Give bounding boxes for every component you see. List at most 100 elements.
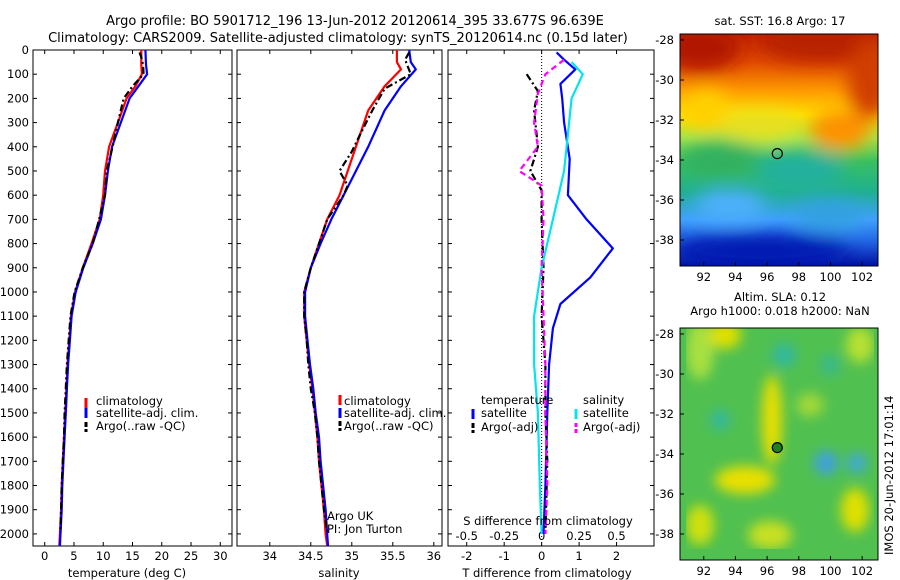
temperature-legend-satellite: satellite-adj. clim. — [96, 406, 198, 420]
temperature-ytick-label: 500 — [7, 164, 29, 178]
sst_map-ytick-label: -32 — [655, 113, 674, 127]
salinity-series-line — [303, 50, 403, 547]
temperature-xlabel: temperature (deg C) — [68, 566, 186, 580]
temperature-ytick-label: 1800 — [0, 479, 29, 493]
salinity-axes-frame — [236, 49, 443, 547]
temperature-ytick-label: 1700 — [0, 454, 29, 468]
difference-lines — [518, 50, 614, 546]
difference-xtick-label: 2 — [613, 549, 620, 563]
temperature-ytick-label: 1500 — [0, 406, 29, 420]
salinity-xtick-label: 34.5 — [298, 549, 324, 563]
difference-xlabel: T difference from climatology — [461, 566, 632, 580]
sla_map-xtick-label: 92 — [696, 564, 711, 578]
difference-series-line — [533, 61, 584, 534]
temperature-xtick-label: 0 — [41, 549, 48, 563]
sla-heatmap — [680, 328, 878, 560]
sst_map-xtick-label: 100 — [820, 270, 842, 284]
sst-map-title: sat. SST: 16.8 Argo: 17 — [715, 14, 846, 28]
sla-map-title-line-2: Argo h1000: 0.018 h2000: NaN — [690, 304, 869, 318]
difference-legend-salinity: salinity — [583, 393, 624, 407]
sla_map-xtick-label: 102 — [851, 564, 873, 578]
difference-salinity-tick-label: -0.5 — [456, 529, 478, 543]
sst-map-frame — [679, 33, 879, 267]
salinity-xtick-label: 35 — [344, 549, 359, 563]
difference-series-line — [518, 58, 565, 534]
difference-series-line — [542, 51, 614, 534]
sla_map-ytick-label: -32 — [655, 407, 674, 421]
sla_map-xtick-label: 96 — [760, 564, 775, 578]
sst-map-argo-marker — [771, 148, 783, 160]
sla-map-ticks: 92 94 96 98 100 102 -28 -30 -32 -34 -36 -38 — [655, 327, 873, 578]
sst_map-xtick-label: 98 — [791, 270, 806, 284]
sst_map-xtick-label: 94 — [728, 270, 743, 284]
sst_map-ytick-label: -34 — [655, 153, 674, 167]
sst_map-ytick-label: -36 — [655, 193, 674, 207]
temperature-ytick-label: 300 — [7, 116, 29, 130]
temperature-ytick-label: 1300 — [0, 358, 29, 372]
sst_map-ytick-label: -38 — [655, 233, 674, 247]
difference-xtick-label: 0 — [538, 549, 545, 563]
salinity-xlabel: salinity — [318, 566, 359, 580]
salinity-legend-climatology: climatology — [344, 394, 411, 408]
temperature-xtick-label: 5 — [70, 549, 77, 563]
salinity-xtick-label: 34 — [262, 549, 277, 563]
temperature-ytick-label: 1100 — [0, 309, 29, 323]
temperature-ytick-label: 0 — [22, 43, 29, 57]
temperature-series-line — [58, 50, 143, 547]
temperature-xtick-label: 20 — [154, 549, 169, 563]
salinity-ticks: 34 34.5 35 35.5 36 — [237, 49, 442, 563]
difference-legend-temp-argo: Argo(-adj) — [481, 420, 538, 434]
sla-map-argo-marker — [771, 442, 783, 454]
temperature-panel: 0 5 10 15 20 25 300100200300400500600700800900… — [0, 43, 233, 580]
difference-xlabel-top: S difference from climatology — [463, 514, 633, 528]
sla-map-panel: Altim. SLA: 0.12 Argo h1000: 0.018 h2000… — [655, 290, 879, 578]
sla-map-frame — [679, 327, 879, 561]
sla_map-ytick-label: -28 — [655, 327, 674, 341]
temperature-legend-climatology: climatology — [96, 394, 163, 408]
title-line-2: Climatology: CARS2009. Satellite-adjuste… — [48, 31, 628, 46]
difference-legend-temp-satellite: satellite — [481, 406, 527, 420]
sla-map-title-line-1: Altim. SLA: 0.12 — [734, 290, 826, 304]
temperature-series-line — [59, 52, 145, 530]
temperature-ytick-label: 400 — [7, 140, 29, 154]
difference-legend-temperature: temperature — [481, 393, 553, 407]
temperature-ytick-label: 900 — [7, 261, 29, 275]
difference-salinity-tick-label: -0.25 — [489, 529, 519, 543]
temperature-ticks: 0 5 10 15 20 25 300100200300400500600700800900… — [0, 43, 232, 563]
temperature-ytick-label: 200 — [7, 91, 29, 105]
temperature-ytick-label: 800 — [7, 237, 29, 251]
temperature-legend: climatology satellite-adj. clim. Argo(..… — [84, 394, 198, 433]
sla_map-xtick-label: 100 — [820, 564, 842, 578]
sla_map-ytick-label: -34 — [655, 447, 674, 461]
sla_map-ytick-label: -30 — [655, 367, 674, 381]
sst_map-ytick-label: -28 — [655, 33, 674, 47]
sla_map-ytick-label: -36 — [655, 487, 674, 501]
temperature-xtick-label: 15 — [125, 549, 140, 563]
temperature-xtick-label: 10 — [96, 549, 111, 563]
temperature-ytick-label: 1600 — [0, 430, 29, 444]
difference-legend-sal-satellite: satellite — [583, 406, 629, 420]
salinity-legend-satellite: satellite-adj. clim. — [344, 406, 446, 420]
salinity-panel: 34 34.5 35 35.5 36 salinity climatology sate… — [236, 49, 446, 580]
salinity-xtick-label: 35.5 — [380, 549, 406, 563]
temperature-ytick-label: 1000 — [0, 285, 29, 299]
temperature-ytick-label: 100 — [7, 67, 29, 81]
temperature-ytick-label: 1400 — [0, 382, 29, 396]
sla_map-xtick-label: 94 — [728, 564, 743, 578]
salinity-lines — [303, 49, 417, 547]
difference-legend-sal-argo: Argo(-adj) — [583, 420, 640, 434]
difference-salinity-tick-label: 0.5 — [607, 529, 625, 543]
difference-salinity-tick-label: 0.25 — [566, 529, 592, 543]
difference-axes-frame — [447, 49, 655, 547]
salinity-legend-argo: Argo(..raw -QC) — [344, 419, 434, 433]
temperature-ytick-label: 1200 — [0, 333, 29, 347]
temperature-legend-argo: Argo(..raw -QC) — [96, 419, 186, 433]
salinity-legend: climatology satellite-adj. clim. Argo(..… — [338, 394, 446, 433]
sla_map-xtick-label: 98 — [791, 564, 806, 578]
salinity-annotation-line-2: PI: Jon Turton — [327, 522, 402, 536]
sst_map-xtick-label: 102 — [851, 270, 873, 284]
sst_map-ytick-label: -30 — [655, 73, 674, 87]
difference-xtick-label: -1 — [498, 549, 509, 563]
